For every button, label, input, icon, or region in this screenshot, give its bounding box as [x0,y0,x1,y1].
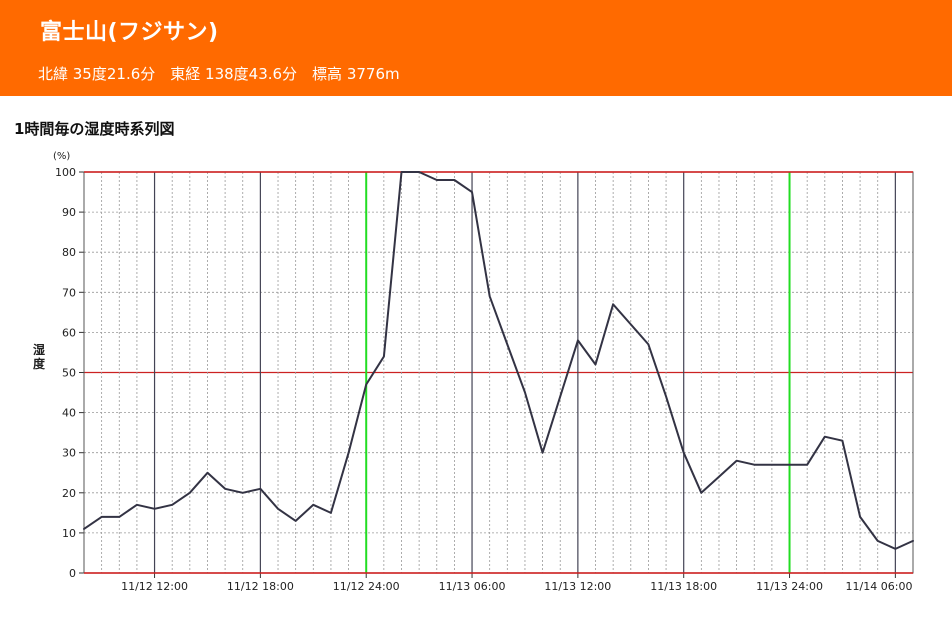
data-point [524,392,526,394]
y-tick-label: 40 [62,407,76,420]
data-point [83,528,85,530]
y-tick-label: 10 [62,527,76,540]
data-point [136,504,138,506]
data-point [471,191,473,193]
x-tick-label: 11/12 24:00 [333,580,400,593]
x-tick-label: 11/13 18:00 [650,580,717,593]
data-point [418,171,420,173]
data-point [595,363,597,365]
data-point [206,472,208,474]
data-point [718,476,720,478]
data-point [171,504,173,506]
x-tick-label: 11/12 12:00 [121,580,188,593]
y-tick-label: 60 [62,326,76,339]
data-point [859,516,861,518]
data-point [894,548,896,550]
data-point [700,492,702,494]
data-point [912,540,914,542]
data-point [877,540,879,542]
data-point [753,464,755,466]
data-point [330,512,332,514]
x-tick-label: 11/13 06:00 [439,580,506,593]
y-tick-label: 50 [62,367,76,380]
station-header: 富士山(フジサン) 北緯 35度21.6分 東経 138度43.6分 標高 37… [0,0,952,96]
data-point [453,179,455,181]
x-tick-label: 11/13 24:00 [756,580,823,593]
data-point [559,396,561,398]
data-point [365,384,367,386]
y-tick-label: 80 [62,246,76,259]
y-unit-label: (%) [53,151,71,162]
data-point [312,504,314,506]
data-point [771,464,773,466]
data-point [383,355,385,357]
station-name: 富士山(フジサン) [40,20,219,45]
station-location-info: 北緯 35度21.6分 東経 138度43.6分 標高 3776m [38,65,400,83]
y-tick-label: 90 [62,206,76,219]
data-point [612,303,614,305]
data-point [647,343,649,345]
data-point [506,343,508,345]
y-tick-label: 0 [69,567,76,580]
y-tick-label: 20 [62,487,76,500]
x-tick-label: 11/13 12:00 [544,580,611,593]
data-point [789,464,791,466]
data-point [436,179,438,181]
data-point [542,452,544,454]
data-point [824,436,826,438]
humidity-series-line [83,171,914,550]
data-point [101,516,103,518]
data-point [400,171,402,173]
data-point [630,323,632,325]
data-point [224,488,226,490]
data-point [683,452,685,454]
data-point [489,295,491,297]
data-point [577,339,579,341]
data-point [665,396,667,398]
data-point [841,440,843,442]
y-axis-label: 湿度 [33,343,46,371]
data-point [277,508,279,510]
data-point [242,492,244,494]
data-point [736,460,738,462]
x-tick-label: 11/14 06:00 [846,580,913,593]
y-tick-label: 30 [62,447,76,460]
x-tick-label: 11/12 18:00 [227,580,294,593]
data-point [806,464,808,466]
chart-heading: 1時間毎の湿度時系列図 [14,120,175,138]
data-point [118,516,120,518]
data-point [189,492,191,494]
data-point [154,508,156,510]
data-point [259,488,261,490]
data-point [348,452,350,454]
y-tick-label: 70 [62,286,76,299]
data-point [295,520,297,522]
y-tick-label: 100 [55,166,76,179]
